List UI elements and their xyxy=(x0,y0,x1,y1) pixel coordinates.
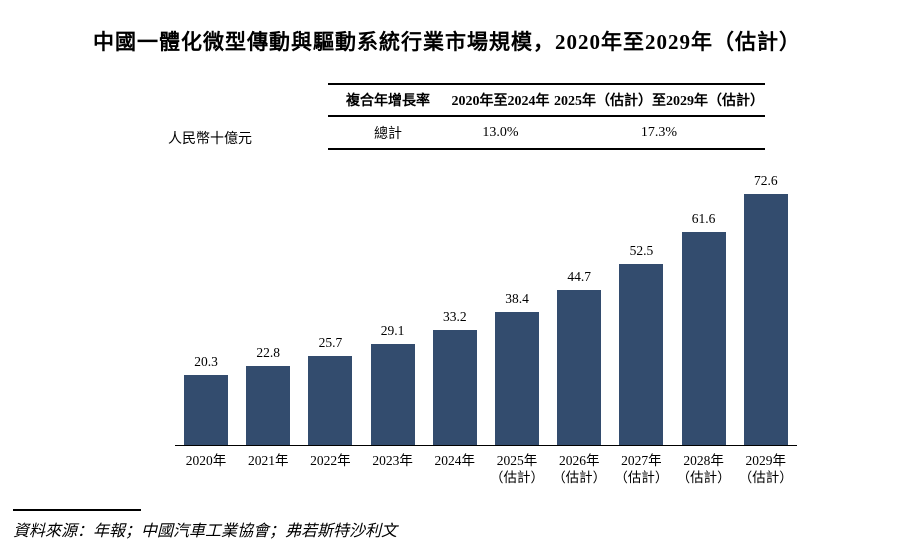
bar-value-label: 44.7 xyxy=(567,269,591,284)
cagr-value-period-1: 13.0% xyxy=(482,124,519,140)
bar xyxy=(681,232,726,445)
chart-title: 中國一體化微型傳動與驅動系統行業市場規模，2020年至2029年（估計） xyxy=(93,30,801,54)
source-note: 資料來源：年報；中國汽車工業協會；弗若斯特沙利文 xyxy=(13,523,398,540)
bar xyxy=(184,375,228,445)
bar-value-label: 33.2 xyxy=(442,309,467,324)
cagr-header-period-2: 2025年（估計）至2029年（估計） xyxy=(554,94,764,109)
bar-value-label: 38.4 xyxy=(505,291,529,306)
x-axis-label: 2028年 （估計） xyxy=(676,453,731,485)
cagr-value-period-2: 17.3% xyxy=(640,124,678,140)
x-axis-label: 2021年 xyxy=(247,453,289,468)
cagr-table-data-row: 總計 13.0% 17.3% xyxy=(328,117,765,148)
bar-value-label: 72.6 xyxy=(753,173,778,188)
bar-value-label: 29.1 xyxy=(380,323,405,338)
x-axis-label: 2027年 （估計） xyxy=(614,453,669,485)
bar xyxy=(246,366,291,445)
bar xyxy=(495,312,539,445)
bar xyxy=(370,344,415,445)
x-axis-label: 2023年 xyxy=(372,453,413,468)
source-divider xyxy=(13,509,141,511)
cagr-table: 複合年增長率 2020年至2024年 2025年（估計）至2029年（估計） 總… xyxy=(328,83,765,150)
bar-value-label: 25.7 xyxy=(318,335,343,350)
cagr-header-period-1: 2020年至2024年 xyxy=(451,94,550,109)
bar xyxy=(557,290,602,445)
cagr-row-label: 總計 xyxy=(374,126,402,142)
cagr-header-metric: 複合年增長率 xyxy=(346,94,430,109)
bar-value-label: 52.5 xyxy=(629,243,654,258)
x-axis-label: 2026年 （估計） xyxy=(552,453,607,485)
x-axis-label: 2029年 （估計） xyxy=(738,453,793,485)
bar xyxy=(308,356,353,445)
plot-area: 20.3 22.8 25.7 29.1 33.2 38.4 44.7 52.5 61.6 72.6 xyxy=(175,173,797,446)
x-axis-label: 2025年 （估計） xyxy=(490,453,544,485)
bar xyxy=(619,264,664,445)
bar-value-label: 22.8 xyxy=(256,345,280,360)
bar-value-label: 20.3 xyxy=(194,354,218,369)
bar xyxy=(743,194,788,445)
x-axis-label: 2022年 xyxy=(310,453,351,468)
bar-value-label: 61.6 xyxy=(691,211,716,226)
x-axis-label: 2020年 xyxy=(185,453,227,468)
y-axis-unit-label: 人民幣十億元 xyxy=(168,132,252,147)
bar xyxy=(432,330,477,445)
x-axis-label: 2024年 xyxy=(434,453,476,468)
cagr-table-header-row: 複合年增長率 2020年至2024年 2025年（估計）至2029年（估計） xyxy=(328,85,765,117)
